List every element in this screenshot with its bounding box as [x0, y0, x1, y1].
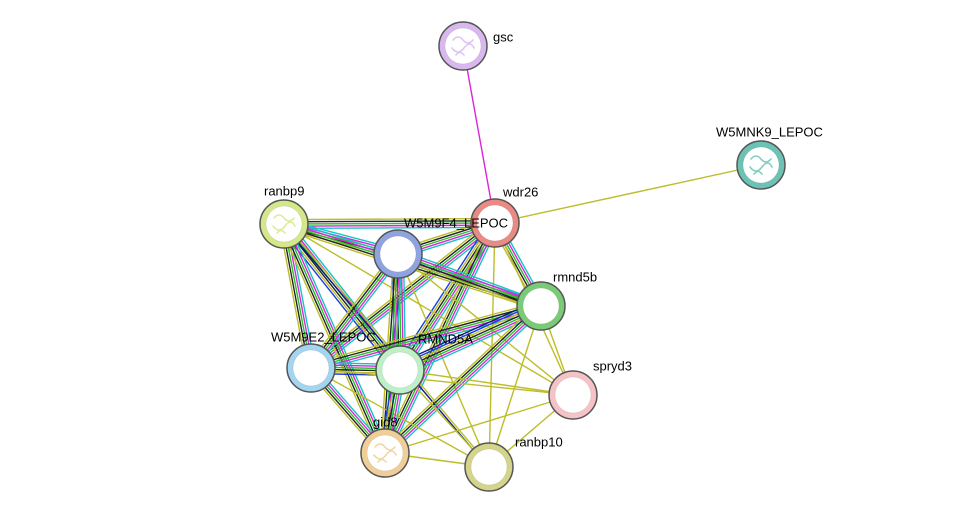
node-label-gsc: gsc [493, 29, 514, 44]
node-wmnk9[interactable] [737, 141, 785, 189]
node-label-wmnk9: W5MNK9_LEPOC [716, 124, 823, 139]
node-label-rmnd5b: rmnd5b [553, 269, 597, 284]
node-ranbp10[interactable] [465, 443, 513, 491]
node-label-w5m9e2: W5M9E2_LEPOC [271, 329, 376, 344]
node-label-wdr26: wdr26 [502, 184, 538, 199]
node-w5m9e2[interactable] [287, 344, 335, 392]
edges-layer [280, 46, 761, 468]
node-label-w5m9f4: W5M9F4_LEPOC [404, 215, 508, 230]
node-w5m9f4[interactable] [374, 230, 422, 278]
node-rmnd5b[interactable] [517, 282, 565, 330]
node-gsc[interactable] [439, 22, 487, 70]
node-label-ranbp10: ranbp10 [515, 434, 563, 449]
protein-network-graph: gsc W5MNK9_LEPOC wdr26 ranbp9 W5M9F4_LEPOCrm… [0, 0, 975, 517]
node-ranbp9[interactable] [260, 200, 308, 248]
node-spryd3[interactable] [549, 371, 597, 419]
node-gid8[interactable] [361, 429, 409, 477]
node-label-spryd3: spryd3 [593, 358, 632, 373]
node-label-gid8: gid8 [373, 414, 398, 429]
node-label-ranbp9: ranbp9 [264, 183, 304, 198]
node-rmnd5a[interactable] [376, 346, 424, 394]
edge-gsc-wdr26 [463, 46, 495, 223]
node-label-rmnd5a: RMND5A [418, 331, 473, 346]
